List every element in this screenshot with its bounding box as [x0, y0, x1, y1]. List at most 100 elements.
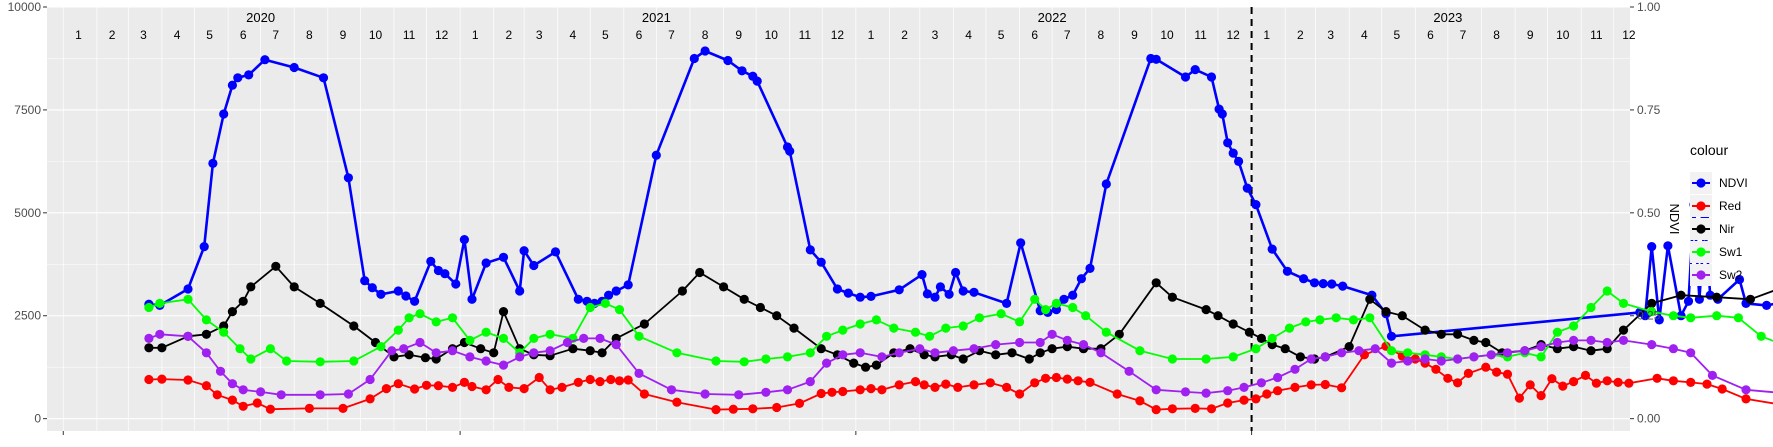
data-point-sw1 — [872, 315, 881, 324]
data-point-red — [1443, 374, 1452, 383]
data-point-red — [410, 384, 419, 393]
data-point-sw1 — [482, 328, 491, 337]
data-point-sw1 — [246, 354, 255, 363]
month-label: 8 — [702, 28, 709, 42]
data-point-red — [1569, 377, 1578, 386]
data-point-red — [1321, 380, 1330, 389]
data-point-sw2 — [701, 389, 710, 398]
data-point-sw1 — [1537, 352, 1546, 361]
data-point-sw2 — [806, 377, 815, 386]
data-point-sw2 — [316, 390, 325, 399]
data-point-sw2 — [1503, 348, 1512, 357]
data-point-red — [1614, 378, 1623, 387]
data-point-nir — [271, 262, 280, 271]
data-point-sw2 — [783, 385, 792, 394]
data-point-nir — [1036, 348, 1045, 357]
data-point-sw2 — [838, 350, 847, 359]
data-point-sw2 — [1307, 354, 1316, 363]
data-point-sw2 — [1669, 344, 1678, 353]
data-point-red — [817, 389, 826, 398]
data-point-ndvi — [467, 295, 476, 304]
month-label: 11 — [799, 28, 812, 42]
data-point-sw2 — [1152, 385, 1161, 394]
legend-key-point — [1696, 201, 1705, 210]
month-label: 7 — [1064, 28, 1071, 42]
data-point-nir — [719, 282, 728, 291]
data-point-sw1 — [499, 334, 508, 343]
data-point-ndvi — [1762, 301, 1771, 310]
data-point-sw1 — [1403, 348, 1412, 357]
data-point-red — [1603, 376, 1612, 385]
month-label: 6 — [1427, 28, 1434, 42]
data-point-ndvi — [1663, 241, 1672, 250]
data-point-red — [877, 385, 886, 394]
data-point-sw1 — [415, 309, 424, 318]
data-point-red — [382, 384, 391, 393]
month-label: 5 — [206, 28, 213, 42]
data-point-red — [546, 385, 555, 394]
data-point-ndvi — [1085, 264, 1094, 273]
data-point-red — [1152, 405, 1161, 414]
data-point-red — [1558, 382, 1567, 391]
data-point-nir — [1365, 295, 1374, 304]
data-point-sw1 — [889, 324, 898, 333]
data-point-ndvi — [344, 173, 353, 182]
data-point-sw1 — [266, 344, 275, 353]
data-point-sw2 — [1202, 389, 1211, 398]
data-point-ndvi — [228, 81, 237, 90]
data-point-sw2 — [432, 348, 441, 357]
data-point-sw2 — [895, 348, 904, 357]
data-point-red — [711, 405, 720, 414]
data-point-sw1 — [1052, 299, 1061, 308]
data-point-ndvi — [219, 109, 228, 118]
data-point-nir — [756, 303, 765, 312]
data-point-nir — [695, 268, 704, 277]
month-label: 10 — [369, 28, 383, 42]
data-point-sw2 — [563, 338, 572, 347]
data-point-sw2 — [734, 390, 743, 399]
data-point-red — [1492, 368, 1501, 377]
data-point-sw2 — [822, 359, 831, 368]
data-point-sw2 — [1371, 344, 1380, 353]
data-point-ndvi — [753, 77, 762, 86]
month-label: 12 — [831, 28, 845, 42]
data-point-ndvi — [551, 247, 560, 256]
data-point-nir — [239, 297, 248, 306]
data-point-ndvi — [440, 269, 449, 278]
data-point-sw2 — [1096, 348, 1105, 357]
y-left-tick-label: 10000 — [8, 0, 42, 14]
y-left-tick-label: 7500 — [14, 103, 41, 117]
data-point-nir — [789, 324, 798, 333]
data-point-ndvi — [737, 66, 746, 75]
data-point-nir — [421, 353, 430, 362]
data-point-sw1 — [448, 313, 457, 322]
data-point-sw1 — [856, 319, 865, 328]
data-point-ndvi — [1152, 55, 1161, 64]
data-point-ndvi — [1299, 274, 1308, 283]
data-point-ndvi — [1218, 109, 1227, 118]
data-point-red — [1015, 389, 1024, 398]
data-point-red — [157, 375, 166, 384]
month-label: 6 — [1031, 28, 1038, 42]
data-point-red — [1273, 386, 1282, 395]
data-point-red — [748, 404, 757, 413]
data-point-red — [1135, 396, 1144, 405]
data-point-ndvi — [1002, 299, 1011, 308]
data-point-nir — [872, 361, 881, 370]
data-point-red — [1223, 398, 1232, 407]
data-point-ndvi — [624, 280, 633, 289]
data-point-sw1 — [925, 332, 934, 341]
data-point-red — [1624, 379, 1633, 388]
data-point-red — [239, 402, 248, 411]
data-point-sw1 — [1268, 334, 1277, 343]
month-label: 2 — [109, 28, 116, 42]
month-label: 8 — [1098, 28, 1105, 42]
month-label: 4 — [174, 28, 181, 42]
data-point-ndvi — [969, 288, 978, 297]
data-point-red — [866, 384, 875, 393]
data-point-ndvi — [1207, 72, 1216, 81]
year-label: 2021 — [642, 10, 671, 25]
data-point-sw2 — [595, 334, 604, 343]
data-point-ndvi — [520, 246, 529, 255]
data-point-sw2 — [515, 352, 524, 361]
